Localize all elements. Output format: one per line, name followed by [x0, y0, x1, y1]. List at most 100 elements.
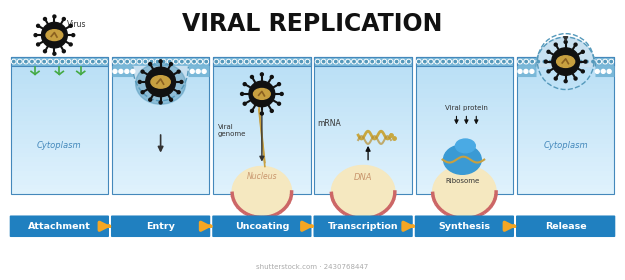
Bar [517, 148, 614, 153]
Circle shape [321, 59, 326, 64]
Circle shape [598, 60, 600, 63]
Circle shape [561, 60, 564, 63]
Bar [112, 107, 209, 112]
Circle shape [603, 59, 608, 64]
Bar [517, 125, 614, 130]
Circle shape [162, 60, 165, 63]
Circle shape [61, 60, 64, 63]
Circle shape [353, 60, 355, 63]
Circle shape [453, 59, 458, 64]
Circle shape [137, 59, 141, 64]
Circle shape [465, 59, 469, 64]
Text: Viral
genome: Viral genome [218, 124, 246, 137]
Bar [213, 180, 311, 185]
Circle shape [460, 60, 462, 63]
Bar [517, 93, 614, 98]
Bar [213, 185, 311, 190]
Circle shape [574, 60, 576, 63]
Circle shape [305, 59, 309, 64]
Text: Transcription: Transcription [328, 222, 399, 231]
Bar [416, 89, 513, 94]
Bar [314, 121, 412, 126]
Bar [112, 157, 209, 162]
Text: Viral protein: Viral protein [445, 105, 488, 111]
Bar [112, 176, 209, 181]
Circle shape [334, 59, 338, 64]
Bar [213, 171, 311, 176]
Bar [11, 107, 108, 112]
Circle shape [37, 24, 39, 27]
Bar [416, 66, 513, 71]
Text: Uncoating: Uncoating [234, 222, 289, 231]
Bar [314, 176, 412, 181]
Circle shape [287, 59, 291, 64]
Bar [11, 98, 108, 103]
Bar [112, 66, 209, 71]
Bar [416, 162, 513, 167]
Circle shape [19, 60, 21, 63]
Circle shape [37, 60, 39, 63]
Bar [11, 185, 108, 190]
Circle shape [424, 60, 426, 63]
Circle shape [586, 60, 588, 63]
Bar [213, 57, 311, 62]
Circle shape [299, 59, 304, 64]
Bar [517, 80, 614, 85]
Bar [112, 121, 209, 126]
Bar [314, 98, 412, 103]
Bar [314, 157, 412, 162]
Circle shape [251, 59, 255, 64]
Bar [314, 57, 412, 62]
Bar [213, 189, 311, 194]
Bar [517, 167, 614, 172]
Circle shape [258, 60, 260, 63]
Circle shape [608, 69, 611, 73]
Bar [416, 98, 513, 103]
Circle shape [44, 18, 46, 20]
FancyBboxPatch shape [10, 216, 109, 237]
Circle shape [459, 59, 464, 64]
Bar [517, 139, 614, 144]
Circle shape [174, 59, 178, 64]
Circle shape [561, 59, 565, 64]
Circle shape [293, 59, 298, 64]
Bar [416, 121, 513, 126]
Circle shape [339, 59, 344, 64]
Circle shape [401, 60, 404, 63]
Bar [11, 57, 108, 66]
Circle shape [442, 60, 444, 63]
Bar [416, 130, 513, 135]
Circle shape [181, 60, 183, 63]
Circle shape [102, 59, 107, 64]
FancyBboxPatch shape [111, 216, 210, 237]
Bar [213, 157, 311, 162]
Circle shape [262, 59, 267, 64]
Bar [11, 121, 108, 126]
Bar [213, 176, 311, 181]
Circle shape [72, 59, 77, 64]
Bar [11, 70, 108, 76]
Circle shape [544, 60, 548, 63]
Ellipse shape [432, 165, 496, 218]
Circle shape [113, 59, 117, 64]
Text: VIRAL REPLICATION: VIRAL REPLICATION [182, 12, 442, 36]
Circle shape [149, 98, 152, 101]
Bar [112, 57, 209, 66]
Bar [112, 153, 209, 158]
Bar [11, 80, 108, 85]
Circle shape [264, 60, 266, 63]
Bar [112, 125, 209, 130]
Bar [517, 180, 614, 185]
Circle shape [359, 60, 361, 63]
Circle shape [478, 59, 482, 64]
Circle shape [156, 59, 160, 64]
Bar [314, 102, 412, 108]
Ellipse shape [136, 63, 186, 104]
Circle shape [204, 59, 208, 64]
Circle shape [581, 50, 584, 53]
Circle shape [114, 60, 116, 63]
Bar [416, 70, 513, 76]
Circle shape [548, 59, 552, 64]
Circle shape [435, 59, 439, 64]
Circle shape [518, 59, 522, 64]
